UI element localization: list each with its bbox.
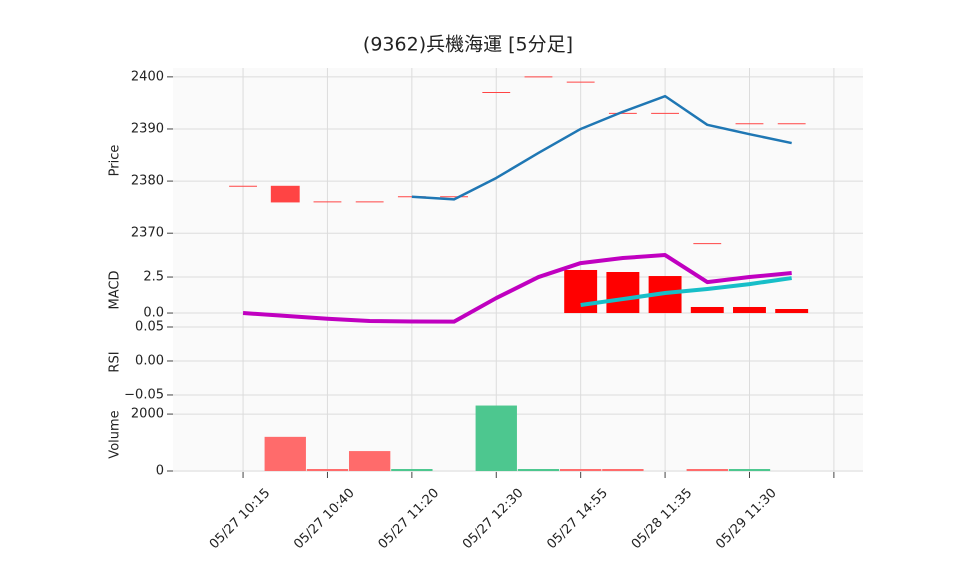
y-tick-label: 2000: [131, 407, 164, 422]
volume-bar: [686, 469, 728, 472]
y-tick-label: 0.05: [135, 320, 164, 335]
y-axis-label: MACD: [108, 271, 123, 310]
x-tick-label: 05/27 10:15: [207, 486, 274, 553]
line: [242, 253, 792, 324]
x-tick-label: 05/27 12:30: [460, 486, 527, 553]
y-axis-label: Price: [108, 145, 123, 177]
y-axis-label: RSI: [108, 351, 123, 372]
y-tick-label: −0.05: [124, 387, 164, 402]
chart-title: (9362)兵機海運 [5分足]: [363, 34, 573, 56]
volume-bar: [391, 469, 433, 472]
volume-bar: [559, 469, 602, 472]
y-tick-label: 2.5: [143, 270, 164, 285]
line: [411, 94, 792, 201]
volume-bar: [728, 469, 771, 472]
histogram-bar: [690, 306, 724, 314]
candle-body: [270, 185, 300, 203]
x-tick-label: 05/27 11:20: [376, 486, 443, 553]
volume-bar: [517, 469, 560, 472]
x-tick-label: 05/28 11:35: [629, 486, 696, 553]
panel-background: [173, 327, 863, 397]
volume-bar: [475, 405, 517, 472]
line: [580, 276, 792, 307]
y-tick-label: 2400: [131, 69, 164, 84]
y-tick-label: 2370: [131, 226, 164, 241]
volume-bar: [348, 451, 391, 472]
volume-bar: [306, 469, 349, 472]
y-tick-label: 2380: [131, 174, 164, 189]
volume-bar: [602, 469, 644, 472]
histogram-bar: [564, 269, 598, 314]
y-tick-label: 2390: [131, 121, 164, 136]
x-tick-label: 05/27 14:55: [544, 486, 611, 553]
x-tick-label: 05/29 11:30: [713, 486, 780, 553]
histogram-bar: [775, 309, 809, 314]
histogram-bar: [606, 272, 640, 314]
volume-bar: [264, 436, 306, 472]
histogram-bar: [733, 306, 766, 314]
x-tick-label: 05/27 10:40: [291, 486, 358, 553]
panel-background: [173, 68, 863, 253]
y-tick-label: 0: [156, 464, 164, 479]
y-tick-label: 0.00: [135, 353, 164, 368]
y-axis-label: Volume: [108, 410, 123, 458]
y-tick-label: 0.0: [143, 306, 164, 321]
